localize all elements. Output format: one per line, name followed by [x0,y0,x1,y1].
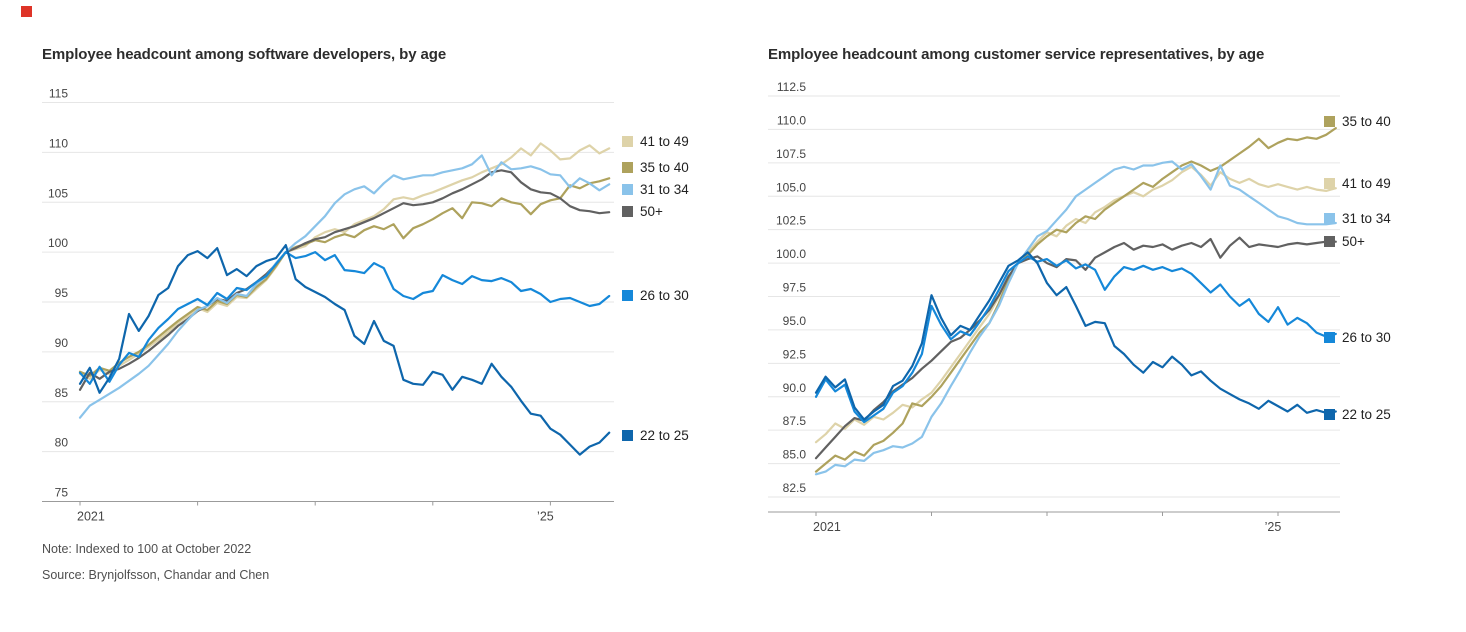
legend-label: 41 to 49 [1342,176,1391,191]
y-tick-label: 87.5 [783,414,807,428]
legend-item: 35 to 40 [1324,114,1391,129]
x-tick-label: ’25 [1265,520,1282,534]
legend-swatch [1324,236,1335,247]
series-line-50plus [814,236,1337,460]
y-tick-label: 100.0 [776,247,806,261]
y-tick-label: 75 [55,486,69,500]
legend-label: 26 to 30 [640,288,689,303]
legend-swatch [1324,332,1335,343]
line-chart-software-developers: 115 110 105 100 95 90 85 80 75 2021 ’25 [42,87,614,524]
legend-item: 50+ [622,204,663,219]
x-tick-label: ’25 [537,510,554,524]
legend-item: 26 to 30 [622,288,689,303]
legend-item: 35 to 40 [622,160,689,175]
x-tick-label: 2021 [77,510,105,524]
legend-swatch [1324,178,1335,189]
y-tick-label: 112.5 [777,80,806,94]
legend-swatch [1324,213,1335,224]
series-line-26-to-30 [78,251,611,385]
series-line-41-to-49 [814,165,1337,444]
legend-label: 41 to 49 [640,134,689,149]
legend-label: 35 to 40 [1342,114,1391,129]
legend-label: 50+ [640,204,663,219]
y-tick-label: 102.5 [776,214,806,228]
y-tick-label: 105 [48,186,68,200]
legend-item: 41 to 49 [622,134,689,149]
y-tick-label: 110 [49,136,68,150]
line-chart-customer-service: 112.5 110.0 107.5 105.0 102.5 100.0 97.5 95.0 92… [768,80,1340,534]
note-text: Note: Indexed to 100 at October 2022 [42,542,252,556]
legend-item: 41 to 49 [1324,176,1391,191]
legend-item: 31 to 34 [1324,211,1391,226]
legend-label: 22 to 25 [1342,407,1391,422]
y-tick-label: 85 [55,386,69,400]
legend-swatch [622,430,633,441]
series-line-31-to-34 [814,160,1337,476]
y-tick-label: 107.5 [776,147,806,161]
legend-label: 31 to 34 [640,182,689,197]
y-tick-label: 105.0 [776,180,806,194]
series-line-22-to-25 [814,251,1337,421]
series-line-22-to-25 [78,244,611,456]
legend-swatch [1324,116,1335,127]
y-tick-label: 90 [55,336,69,350]
series-line-26-to-30 [814,255,1337,424]
chart-title-customer-service: Employee headcount among customer servic… [768,46,1265,63]
legend-item: 50+ [1324,234,1365,249]
legend-swatch [1324,409,1335,420]
y-tick-label: 90.0 [783,381,807,395]
y-tick-label: 92.5 [783,347,807,361]
y-tick-label: 97.5 [783,281,807,295]
y-tick-label: 100 [48,236,68,250]
legend-label: 31 to 34 [1342,211,1391,226]
legend-swatch [622,290,633,301]
series-line-35-to-40 [78,177,611,377]
series-line-31-to-34 [78,154,611,419]
y-tick-label: 115 [49,87,68,101]
series-line-41-to-49 [78,142,611,380]
y-tick-label: 85.0 [783,448,807,462]
legend-label: 22 to 25 [640,428,689,443]
legend-swatch [622,162,633,173]
y-tick-label: 82.5 [783,481,807,495]
legend-swatch [622,206,633,217]
y-tick-label: 80 [55,436,69,450]
legend-swatch [622,184,633,195]
top-left-red-marker [21,6,32,17]
legend-swatch [622,136,633,147]
y-tick-label: 95 [55,286,69,300]
legend-label: 26 to 30 [1342,330,1391,345]
x-tick-label: 2021 [813,520,841,534]
y-tick-label: 110.0 [777,113,806,127]
source-text: Source: Brynjolfsson, Chandar and Chen [42,568,270,582]
y-tick-label: 95.0 [783,314,807,328]
series-line-35-to-40 [814,126,1337,473]
legend-item: 31 to 34 [622,182,689,197]
legend-item: 26 to 30 [1324,330,1391,345]
legend-item: 22 to 25 [622,428,689,443]
series-line-50plus [78,169,611,391]
legend-label: 50+ [1342,234,1365,249]
legend-item: 22 to 25 [1324,407,1391,422]
chart-title-software-developers: Employee headcount among software develo… [42,46,447,63]
legend-label: 35 to 40 [640,160,689,175]
